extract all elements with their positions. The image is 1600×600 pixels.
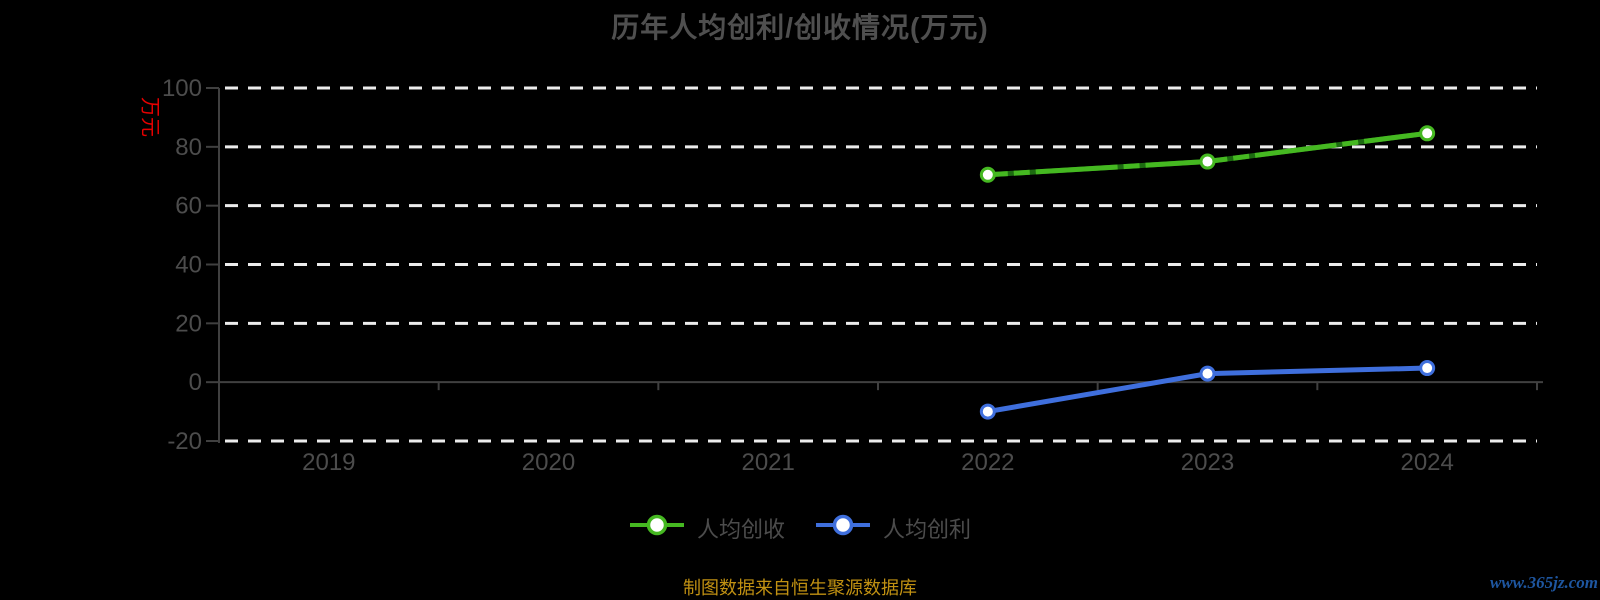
data-point-marker[interactable] — [1419, 360, 1436, 377]
data-point-marker[interactable] — [979, 166, 996, 183]
legend-marker-circle — [646, 514, 668, 536]
y-tick-label: 80 — [175, 134, 202, 161]
chart-title: 历年人均创利/创收情况(万元) — [611, 12, 989, 43]
legend-marker-circle — [832, 514, 854, 536]
x-tick-label: 2022 — [961, 449, 1014, 476]
legend: 人均创收 人均创利 — [0, 511, 1600, 544]
data-point-marker[interactable] — [1199, 365, 1216, 382]
y-tick-label: 40 — [175, 252, 202, 279]
x-tick-label: 2019 — [302, 449, 355, 476]
y-tick-label: 20 — [175, 310, 202, 337]
legend-item-renjun-chuangli[interactable]: 人均创利 — [815, 511, 971, 544]
data-point-marker[interactable] — [979, 403, 996, 420]
data-point-marker[interactable] — [1199, 153, 1216, 170]
legend-line-marker-green-icon — [629, 511, 685, 544]
legend-item-renjun-chuangshou[interactable]: 人均创收 — [629, 511, 785, 544]
y-tick-label: -20 — [167, 428, 202, 455]
data-source-caption: 制图数据来自恒生聚源数据库 — [683, 578, 917, 598]
x-tick-label: 2023 — [1181, 449, 1234, 476]
y-tick-label: 100 — [162, 75, 202, 102]
y-tick-label: 60 — [175, 193, 202, 220]
data-point-marker[interactable] — [1419, 125, 1436, 142]
legend-line-marker-blue-icon — [815, 511, 871, 544]
legend-label: 人均创利 — [883, 516, 972, 542]
y-tick-label: 0 — [189, 369, 202, 396]
x-tick-label: 2020 — [522, 449, 575, 476]
x-tick-label: 2024 — [1400, 449, 1453, 476]
legend-label: 人均创收 — [696, 516, 785, 542]
x-tick-label: 2021 — [741, 449, 794, 476]
watermark-link[interactable]: www.365jz.com — [1490, 573, 1598, 592]
